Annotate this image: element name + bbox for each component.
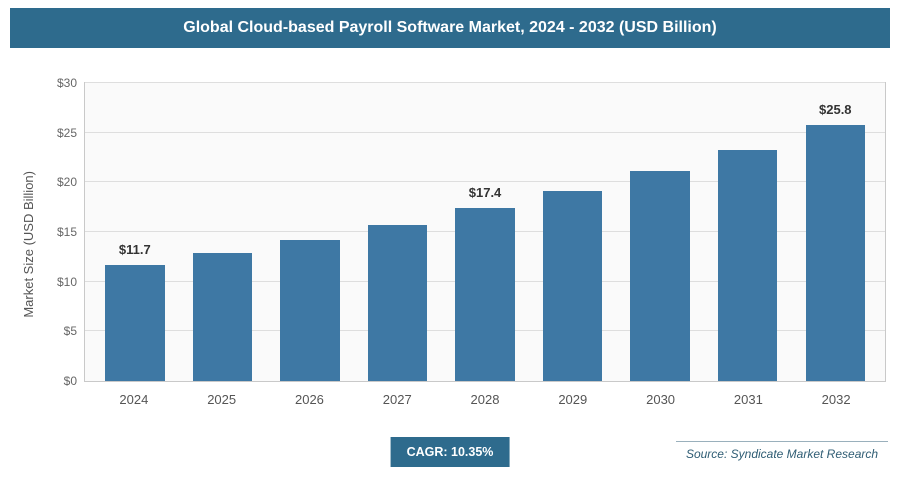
bar-2030 — [630, 171, 690, 381]
bar-2031 — [717, 149, 778, 381]
bar-slot-2026 — [266, 83, 354, 381]
bar-2032 — [805, 124, 866, 381]
bar-slot-2025 — [179, 83, 267, 381]
y-axis-title: Market Size (USD Billion) — [20, 171, 36, 318]
bar-slot-2027 — [354, 83, 442, 381]
plot-area: $0 $5 $10 $15 $20 $25 $30 $11.7 $17.4 $25.8 — [57, 76, 886, 388]
bar-2028 — [455, 208, 515, 381]
gridline — [85, 82, 885, 83]
bar-2029 — [542, 191, 603, 381]
y-tick-label: $5 — [63, 324, 77, 339]
bar-slot-2032: $25.8 — [792, 83, 880, 381]
chart-page: Global Cloud-based Payroll Software Mark… — [0, 8, 900, 500]
y-tick-label: $30 — [56, 76, 77, 90]
chart-title: Global Cloud-based Payroll Software Mark… — [10, 8, 890, 48]
bar-slot-2030 — [616, 83, 704, 381]
y-tick-label: $20 — [56, 175, 77, 190]
bar-slot-2029 — [529, 83, 617, 381]
bar-2026 — [280, 239, 340, 381]
bar-2025 — [192, 252, 253, 381]
x-axis-label: 2029 — [558, 392, 588, 407]
x-axis-labels: 2024 2025 2026 2027 2028 2029 2030 2031 2032 — [84, 392, 886, 407]
y-tick-label: $10 — [56, 274, 77, 289]
bar-slot-2024: $11.7 — [91, 83, 179, 381]
bar-value-label: $25.8 — [819, 101, 852, 117]
bar-2024 — [105, 264, 165, 381]
chart-footer: CAGR: 10.35% Source: Syndicate Market Re… — [0, 433, 900, 483]
gridline — [85, 181, 885, 183]
x-axis-label: 2031 — [733, 392, 763, 407]
x-axis-label: 2028 — [470, 392, 500, 407]
bar-value-label: $11.7 — [118, 241, 151, 257]
x-axis-label: 2030 — [646, 392, 676, 407]
x-axis-label: 2025 — [207, 392, 237, 407]
bar-slot-2031 — [704, 83, 792, 381]
x-axis-label: 2024 — [119, 392, 149, 407]
y-tick-label: $15 — [56, 225, 77, 239]
bar-2027 — [367, 225, 428, 381]
bar-slot-2028: $17.4 — [441, 83, 529, 381]
cagr-badge: CAGR: 10.35% — [390, 437, 510, 467]
chart-area: Market Size (USD Billion) $0 $5 $10 $15 $20 $… — [16, 76, 886, 407]
bar-value-label: $17.4 — [468, 185, 502, 201]
bars-container: $11.7 $17.4 $25.8 — [85, 83, 885, 381]
x-axis-label: 2026 — [294, 392, 324, 407]
source-text: Source: Syndicate Market Research — [676, 441, 888, 461]
gridline — [85, 131, 885, 133]
y-tick-label: $0 — [63, 374, 77, 388]
x-axis-label: 2032 — [821, 392, 851, 407]
x-axis-label: 2027 — [382, 392, 412, 407]
y-tick-label: $25 — [56, 125, 77, 140]
